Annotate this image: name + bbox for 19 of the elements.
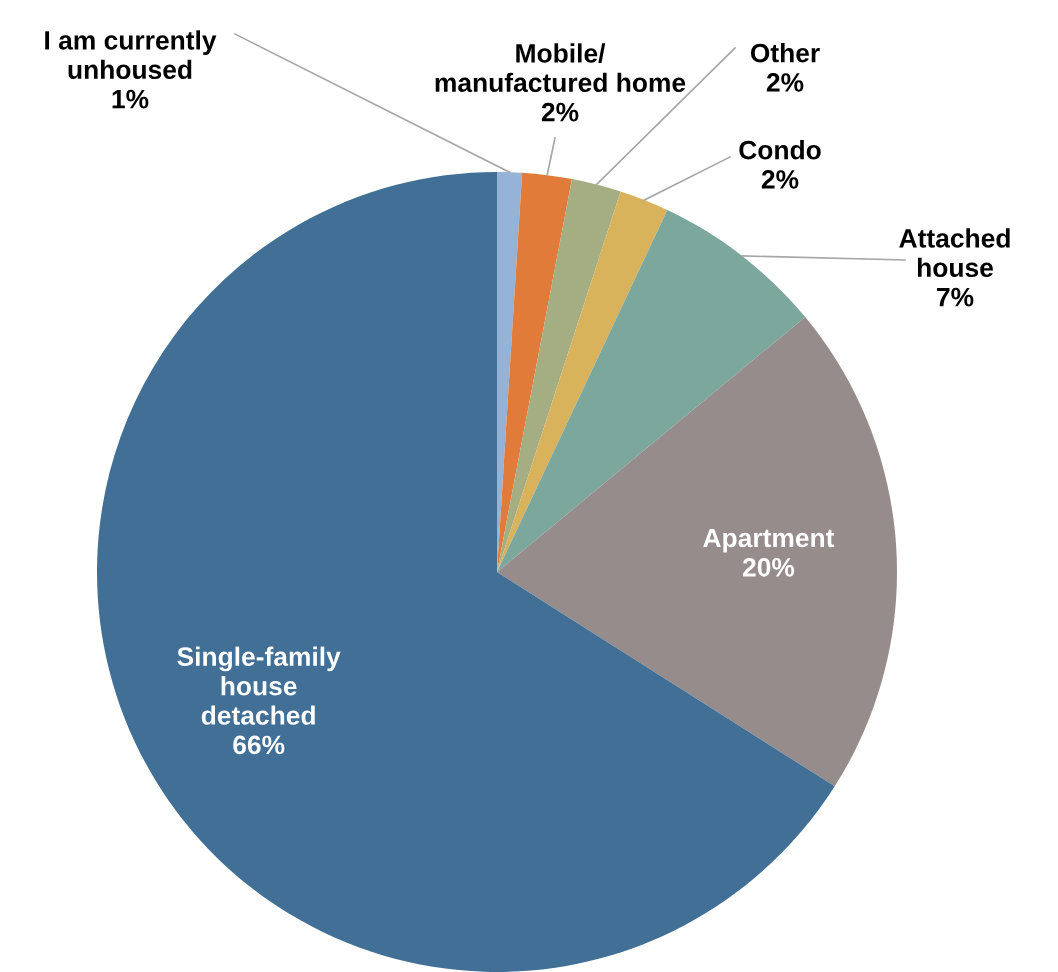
slice-label: I am currently unhoused	[45, 30, 217, 80]
data-label: 66%	[233, 735, 285, 755]
slice-label: Apartment	[703, 528, 835, 553]
slice-label: Condo	[739, 140, 821, 160]
pie-slice	[497, 317, 897, 787]
data-label: 20%	[742, 558, 795, 577]
data-label: 7%	[937, 287, 974, 307]
data-label: 2%	[541, 102, 579, 122]
pie-slice	[497, 191, 668, 572]
pie-slice	[97, 172, 835, 972]
pie-slice	[497, 179, 621, 572]
pie-slice	[497, 172, 572, 572]
slice-label: Mobile/ manufactured home	[435, 43, 686, 93]
slice-label: Attached house	[899, 228, 1010, 278]
slice-label: Single-family house detached	[177, 646, 341, 725]
data-label: 2%	[761, 170, 799, 189]
data-label: 1%	[112, 89, 149, 109]
slice-label: Other	[750, 43, 820, 63]
data-label: 2%	[766, 73, 804, 92]
